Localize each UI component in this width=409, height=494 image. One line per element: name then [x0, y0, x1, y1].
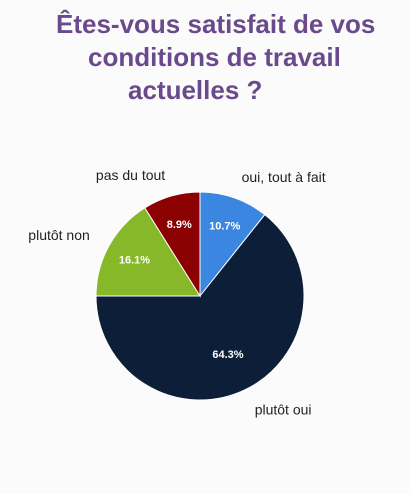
slice-category-label: plutôt oui — [255, 402, 312, 418]
pie-slice — [95, 213, 305, 401]
slice-value-label: 10.7% — [209, 220, 240, 232]
title-line-1: Êtes-vous satisfait de vos — [56, 9, 376, 39]
title-line-2: conditions de travail — [88, 42, 341, 72]
slice-value-label: 16.1% — [119, 255, 150, 267]
slice-value-label: 8.9% — [167, 219, 192, 231]
pie-slice — [199, 191, 266, 298]
slice-category-label: pas du tout — [96, 167, 165, 183]
slice-category-label: plutôt non — [28, 227, 90, 243]
title-line-3: actuelles ? — [128, 75, 263, 105]
slice-category-label: oui, tout à fait — [242, 169, 326, 185]
pie-slice — [144, 191, 201, 298]
slice-value-label: 64.3% — [212, 349, 243, 361]
pie-slice — [95, 207, 201, 297]
